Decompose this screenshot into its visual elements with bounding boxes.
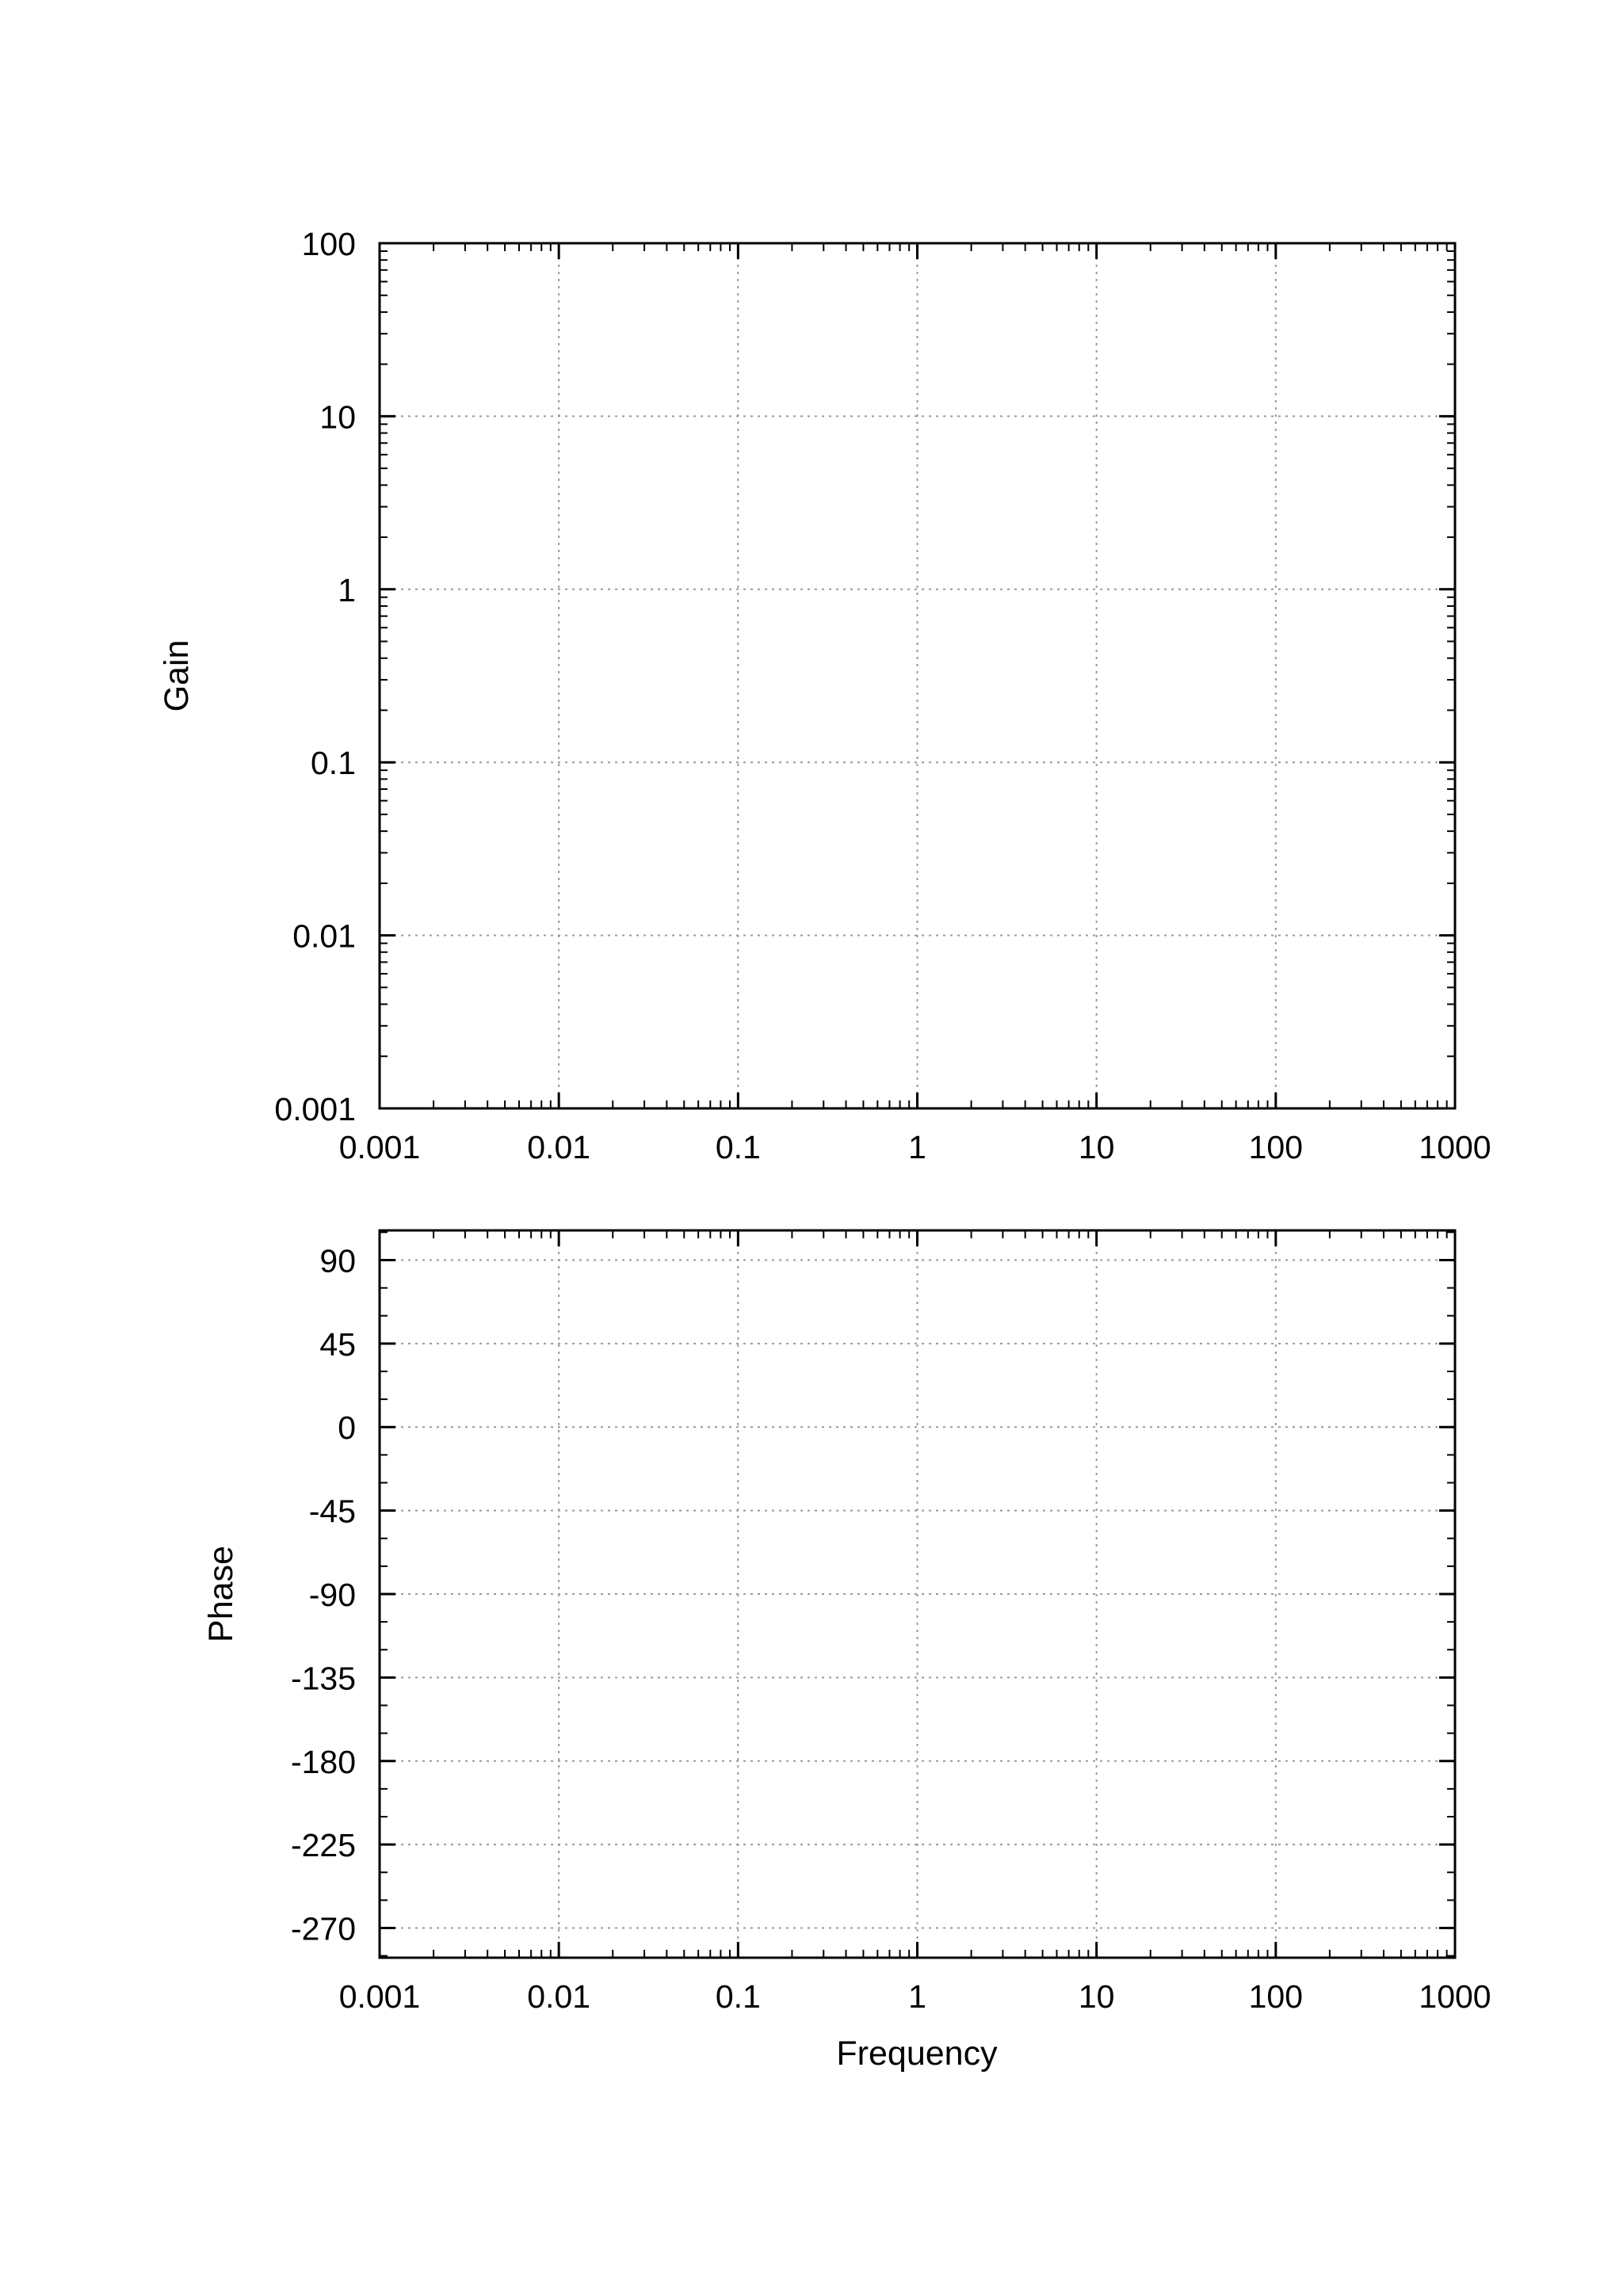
- y-tick-label: 100: [302, 226, 356, 262]
- x-tick-label: 100: [1249, 1129, 1303, 1165]
- y-tick-label: 45: [319, 1326, 356, 1363]
- phase-y-axis-title: Phase: [202, 1546, 240, 1642]
- y-tick-label: -45: [309, 1493, 356, 1530]
- gain-y-tick-labels: 0.001 0.01 0.1 1 10 100: [274, 226, 356, 1127]
- phase-x-tick-labels: 0.001 0.01 0.1 1 10 100 1000: [339, 1978, 1491, 2015]
- y-tick-label: -270: [291, 1911, 356, 1947]
- x-tick-label: 0.1: [716, 1129, 761, 1165]
- gain-x-tick-labels: 0.001 0.01 0.1 1 10 100 1000: [339, 1129, 1491, 1165]
- y-tick-label: 90: [319, 1242, 356, 1279]
- phase-grid: [380, 1230, 1455, 1958]
- phase-panel: 0.001 0.01 0.1 1 10 100 1000 90 45 0 -45 -90 -135 -1…: [202, 1229, 1491, 2073]
- phase-minor-ticks: [380, 1230, 1455, 1958]
- y-tick-label: -225: [291, 1827, 356, 1863]
- y-tick-label: 0.01: [292, 918, 356, 955]
- gain-y-axis-title: Gain: [158, 640, 196, 712]
- x-tick-label: 0.01: [527, 1978, 590, 2015]
- y-tick-label: 10: [319, 399, 356, 435]
- x-tick-label: 1: [908, 1129, 926, 1165]
- y-tick-label: -135: [291, 1660, 356, 1696]
- x-tick-label: 1000: [1419, 1129, 1491, 1165]
- y-tick-label: 1: [338, 572, 356, 608]
- phase-x-axis-title: Frequency: [836, 2035, 998, 2073]
- x-tick-label: 1000: [1419, 1978, 1491, 2015]
- x-tick-label: 0.001: [339, 1978, 421, 2015]
- x-tick-label: 10: [1079, 1129, 1115, 1165]
- x-tick-label: 0.01: [527, 1129, 590, 1165]
- gain-panel: 0.001 0.01 0.1 1 10 100 1000 0.001 0.01 0.1 1 10 10…: [158, 226, 1491, 1165]
- y-tick-label: -90: [309, 1577, 356, 1613]
- x-tick-label: 100: [1249, 1978, 1303, 2015]
- x-tick-label: 0.001: [339, 1129, 421, 1165]
- x-tick-label: 10: [1079, 1978, 1115, 2015]
- phase-major-ticks: [378, 1230, 1457, 1958]
- y-tick-label: 0: [338, 1409, 356, 1446]
- phase-y-tick-labels: 90 45 0 -45 -90 -135 -180 -225 -270: [291, 1242, 356, 1947]
- gain-minor-ticks: [380, 243, 1455, 1108]
- phase-plot-frame: [378, 1229, 1457, 1959]
- gain-grid: [380, 243, 1455, 1108]
- x-tick-label: 0.1: [716, 1978, 761, 2015]
- x-tick-label: 1: [908, 1978, 926, 2015]
- y-tick-label: 0.001: [274, 1091, 356, 1127]
- gain-plot-frame: [378, 242, 1457, 1110]
- y-tick-label: 0.1: [311, 745, 356, 781]
- y-tick-label: -180: [291, 1744, 356, 1780]
